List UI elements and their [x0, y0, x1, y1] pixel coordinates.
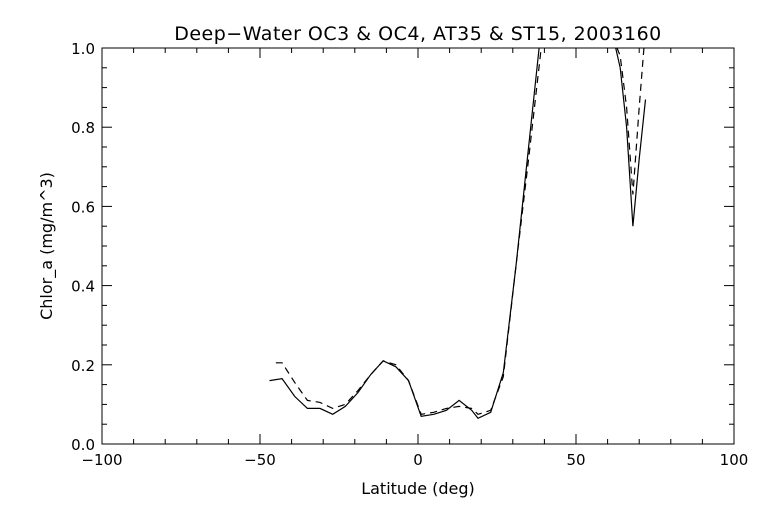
y-tick-label: 1.0: [71, 40, 95, 58]
chart-title: Deep−Water OC3 & OC4, AT35 & ST15, 20031…: [174, 23, 662, 45]
y-tick-label: 0.4: [71, 278, 95, 296]
y-axis-label: Chlor_a (mg/m^3): [37, 172, 57, 320]
series-group: [269, 48, 647, 420]
dashed-series-line-2: [275, 48, 542, 415]
x-tick-label: −50: [244, 451, 276, 469]
x-tick-label: 100: [720, 451, 749, 469]
y-tick-label: 0.2: [71, 357, 95, 375]
axis-tick-labels: −100 −50 0 50 100 0.0 0.2 0.4 0.6 0.8 1.0: [71, 40, 748, 469]
plot-frame: [101, 47, 735, 445]
dashed-series-line-3: [616, 48, 645, 195]
x-axis-label: Latitude (deg): [361, 479, 475, 498]
x-tick-label: −100: [81, 451, 122, 469]
solid-series-line-1: [615, 48, 647, 227]
y-tick-label: 0.6: [71, 198, 95, 216]
y-tick-label: 0.8: [71, 119, 95, 137]
axis-ticks: [101, 47, 735, 445]
solid-series-line-0: [269, 48, 540, 420]
x-tick-label: 50: [566, 451, 585, 469]
x-tick-label: 0: [413, 451, 423, 469]
y-tick-label: 0.0: [71, 436, 95, 454]
